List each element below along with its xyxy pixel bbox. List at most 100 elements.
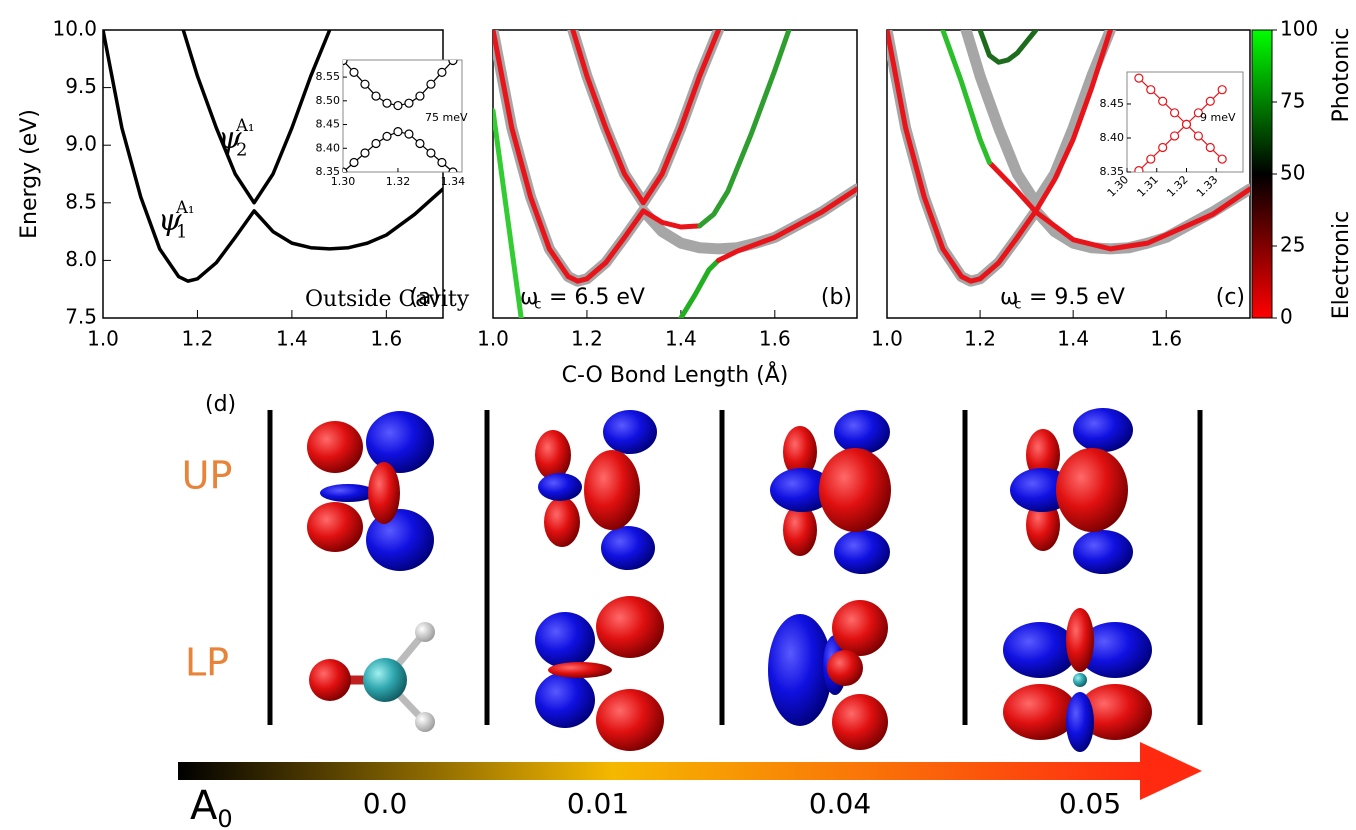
y-tick-label: 10.0	[52, 17, 97, 41]
series-line	[103, 30, 443, 283]
orbital-lp-3	[768, 600, 888, 750]
series-marker	[1158, 96, 1168, 106]
colorbar-tick-label: 0	[1280, 305, 1293, 329]
series-marker	[1134, 73, 1144, 83]
series-marker	[1193, 108, 1203, 118]
colorbar	[1251, 29, 1273, 319]
y-tick-label: 8.45	[1100, 97, 1125, 110]
y-tick-label: 8.5	[65, 189, 97, 213]
chart: 1.30 1.31 1.32 1.338.358.408.459 meV	[1100, 71, 1244, 200]
series-marker	[371, 91, 381, 101]
annotation: 75 meV	[425, 111, 468, 124]
colorbar-label: Photonic	[1329, 28, 1354, 123]
series-marker	[1146, 85, 1156, 95]
y-tick-label: 9.0	[65, 132, 97, 156]
plot-area	[492, 29, 858, 319]
row-label: UP	[182, 454, 233, 498]
series-marker	[360, 79, 370, 89]
axis-symbol: A0	[190, 783, 233, 830]
series-line	[887, 30, 1113, 284]
x-tick-label: 1.6	[370, 327, 402, 351]
series-marker	[393, 100, 403, 111]
series-marker	[1205, 142, 1215, 153]
series-line	[960, 30, 1116, 209]
series-line	[715, 186, 857, 263]
colorbar-tick-label: 75	[1280, 89, 1305, 113]
series-marker	[1205, 96, 1215, 106]
series-marker	[404, 98, 414, 108]
y-tick-label: 8.40	[316, 141, 341, 154]
plot	[1134, 73, 1227, 172]
series-line	[181, 30, 332, 205]
annotation: ω	[520, 285, 538, 310]
y-tick-label: 8.35	[1100, 165, 1125, 178]
y-tick-label: 8.45	[316, 118, 341, 131]
series-marker	[1193, 131, 1203, 141]
row-label: LP	[185, 641, 229, 685]
plot	[493, 30, 857, 318]
series-marker	[1217, 154, 1227, 164]
orbital-up-1	[307, 411, 434, 571]
chart: 1.0 1.2 1.4 1.6 ωc = 6.5 eV (b) C-O Bond Lengt…	[477, 29, 858, 388]
series-marker	[343, 60, 348, 66]
series-marker	[1169, 108, 1180, 118]
series-marker	[343, 167, 348, 172]
series-marker	[426, 148, 436, 158]
series-line	[678, 257, 721, 318]
orbital-panel: (d) UP LP A0 0.0 0	[178, 392, 1203, 830]
series-marker	[382, 98, 392, 108]
series-marker	[360, 148, 370, 158]
column-label: 0.01	[567, 787, 629, 820]
series-line	[570, 30, 721, 206]
x-tick-label: 1.2	[571, 327, 603, 351]
a0-arrow	[178, 742, 1202, 800]
plot	[887, 30, 1250, 287]
plot	[343, 60, 458, 172]
separators	[267, 410, 1203, 725]
colorbar-tick-label: 100	[1280, 17, 1318, 41]
column-label: 0.05	[1059, 787, 1121, 820]
y-tick-label: 8.40	[1100, 131, 1125, 144]
colorbar-tick-label: 50	[1280, 161, 1305, 185]
series-marker	[393, 127, 403, 137]
orbital-lp-4	[1003, 608, 1152, 752]
series-marker	[1217, 85, 1227, 95]
x-tick-label: 1.0	[477, 327, 509, 351]
annotation: 9 meV	[1200, 111, 1236, 124]
x-tick-label: 1.0	[871, 327, 903, 351]
series-marker	[371, 138, 381, 149]
series-marker	[382, 131, 392, 142]
annotation: = 6.5 eV	[542, 285, 645, 310]
series-marker	[1134, 166, 1144, 172]
y-tick-label: 8.50	[316, 94, 341, 107]
annotation: ψ	[218, 121, 242, 156]
colorbar-tick-label: 25	[1280, 233, 1305, 257]
y-tick-label: 7.5	[65, 305, 97, 329]
x-tick-label: 1.6	[759, 327, 791, 351]
annotation-sub: 1	[176, 222, 187, 243]
series-marker	[415, 138, 425, 149]
annotation: (a)	[409, 285, 440, 310]
series-line	[986, 159, 1250, 252]
colorbar-label: Electronic	[1329, 211, 1354, 319]
series-marker	[1158, 142, 1168, 153]
annotation-sup: A₁	[175, 198, 195, 217]
column-label: 0.0	[363, 787, 408, 820]
x-tick-label: 1.30	[331, 175, 356, 188]
annotation-sub: c	[1014, 298, 1021, 313]
annotation: Outside Cavity	[305, 287, 470, 312]
x-tick-label: 1.4	[276, 327, 308, 351]
series-line	[493, 30, 703, 284]
chart: 1.30 1.32 1.34 8.35 8.40 8.45 8.50 8.55 75 meV	[316, 59, 468, 188]
x-tick-label: 1.6	[1150, 327, 1182, 351]
series-marker	[404, 129, 414, 139]
series-marker	[415, 91, 425, 101]
series-marker	[349, 67, 359, 77]
series-marker	[349, 157, 359, 168]
orbital-up-2	[535, 410, 657, 570]
x-tick-label: 1.0	[87, 327, 119, 351]
annotation: (c)	[1216, 285, 1245, 310]
series-marker	[426, 79, 436, 89]
annotation-sub: c	[534, 298, 541, 313]
series-line	[940, 30, 992, 165]
